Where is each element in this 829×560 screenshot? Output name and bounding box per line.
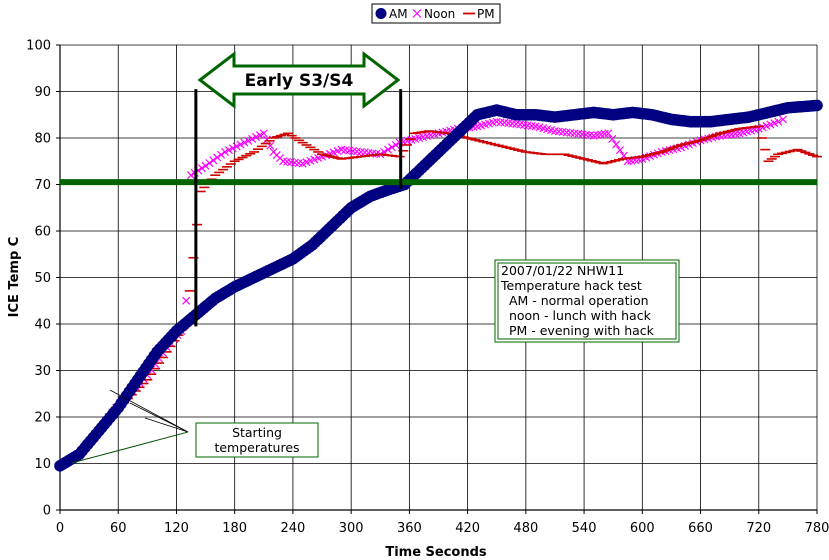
noon-point (182, 296, 191, 305)
noon-point (236, 140, 245, 149)
noon-point (201, 161, 210, 170)
noon-point (220, 147, 230, 156)
callout-line: temperatures (214, 440, 299, 455)
tick-labels: 0 10 20 30 40 50 60 70 80 90 100 0 60 120 180 240 300 360… (26, 39, 829, 537)
x-axis-title: Time Seconds (385, 545, 487, 560)
noon-point (209, 156, 218, 165)
note-line: noon - lunch with hack (501, 308, 652, 323)
callout-leader (71, 431, 189, 464)
x-tick-label: 660 (688, 521, 713, 536)
legend-noon-marker (412, 9, 422, 18)
callout-leader (144, 417, 189, 433)
noon-point (232, 142, 241, 151)
y-tick-label: 40 (34, 318, 51, 333)
y-tick-label: 90 (34, 85, 51, 100)
double-arrow-early-s3-s4 (197, 50, 401, 110)
y-tick-label: 80 (34, 132, 51, 147)
y-tick-label: 100 (26, 39, 51, 54)
callout-leader (129, 402, 189, 433)
noon-point (205, 159, 214, 168)
x-tick-label: 60 (110, 521, 127, 536)
x-tick-label: 420 (455, 521, 480, 536)
callout-leader (109, 389, 189, 433)
am-point (811, 99, 823, 112)
note-line: AM - normal operation (501, 293, 649, 308)
note-line: Temperature hack test (500, 278, 642, 293)
y-tick-label: 0 (43, 504, 51, 519)
noon-point (612, 140, 621, 149)
noon-point (240, 138, 249, 147)
note-line: PM - evening with hack (501, 323, 655, 338)
noon-point (604, 129, 613, 138)
legend-noon-label: Noon (424, 7, 455, 21)
noon-point (774, 117, 783, 126)
noon-point (248, 134, 257, 143)
y-tick-label: 30 (34, 364, 51, 379)
legend-am-marker (375, 8, 387, 19)
legend-pm-label: PM (477, 7, 495, 21)
note-box-inner (497, 262, 677, 340)
noon-point (263, 135, 272, 144)
callout-box (195, 422, 319, 458)
noon-point (224, 146, 233, 155)
x-tick-label: 600 (630, 521, 655, 536)
x-tick-label: 360 (397, 521, 422, 536)
x-tick-label: 720 (746, 521, 771, 536)
noon-point (217, 150, 226, 159)
x-tick-label: 780 (805, 521, 829, 536)
x-tick-label: 540 (572, 521, 597, 536)
noon-point (255, 131, 264, 140)
noon-point (615, 146, 625, 155)
x-tick-label: 0 (56, 521, 64, 536)
callout-line: Starting (232, 425, 282, 440)
x-tick-label: 240 (281, 521, 306, 536)
legend-box (371, 3, 501, 24)
note-line: 2007/01/22 NHW11 (501, 263, 624, 278)
note-box-outer (494, 259, 680, 343)
axes (56, 44, 818, 514)
noon-point (387, 143, 396, 152)
y-tick-label: 70 (34, 178, 51, 193)
noon-point (252, 133, 261, 142)
noon-point (259, 129, 268, 138)
legend-am-label: AM (389, 7, 408, 21)
noon-point (186, 171, 196, 180)
noon-point (228, 144, 237, 153)
noon-point (391, 140, 400, 149)
arrow-label: Early S3/S4 (245, 71, 354, 91)
series-am (54, 99, 823, 472)
noon-point (608, 134, 617, 143)
noon-point (244, 136, 253, 145)
y-tick-label: 60 (34, 225, 51, 240)
x-tick-label: 480 (513, 521, 538, 536)
y-axis-title: ICE Temp C (7, 237, 22, 318)
legend: AM Noon PM (371, 3, 501, 24)
y-tick-label: 50 (34, 271, 51, 286)
noon-point (197, 164, 206, 173)
x-tick-label: 300 (339, 521, 364, 536)
x-tick-label: 180 (222, 521, 247, 536)
x-tick-label: 120 (164, 521, 189, 536)
y-tick-label: 20 (34, 411, 51, 426)
y-tick-label: 10 (34, 457, 51, 472)
noon-point (384, 145, 393, 154)
noon-point (779, 115, 788, 124)
noon-point (213, 153, 222, 162)
